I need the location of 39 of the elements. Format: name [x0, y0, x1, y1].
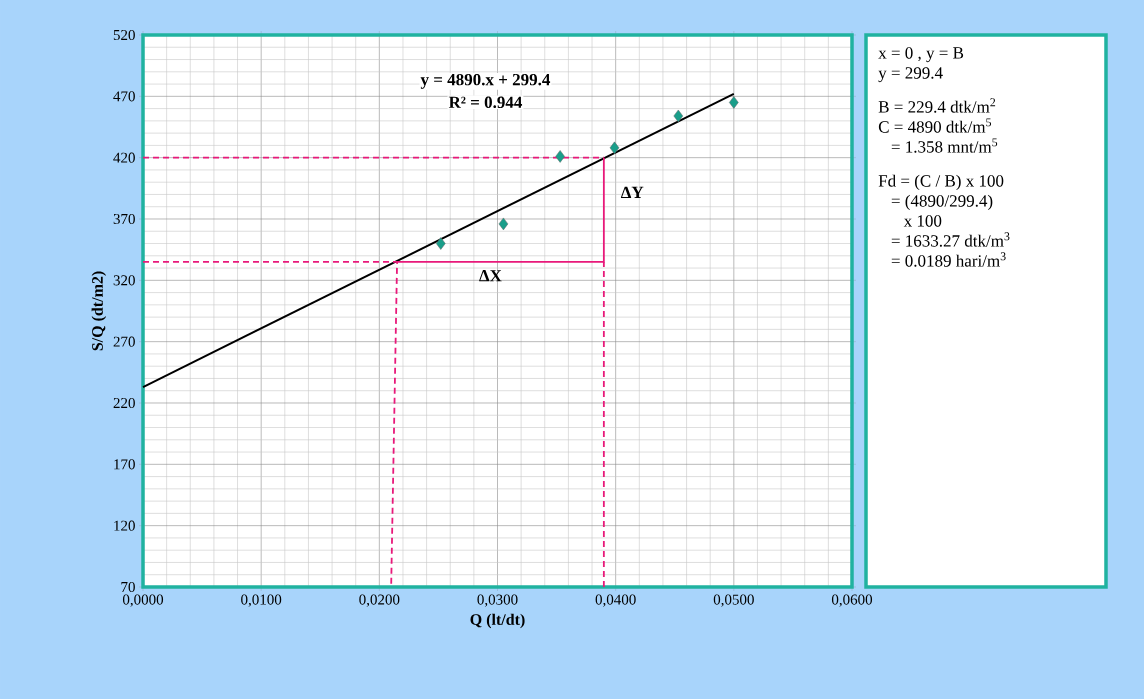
y-tick-label: 470: [113, 91, 135, 102]
point: [436, 237, 446, 250]
text: B = 229.4 dtk/m$^{2}$: [878, 98, 996, 113]
x-axis-title: Q (lt/dt): [470, 613, 525, 629]
y-tick-label: 220: [113, 397, 135, 409]
x-tick-label: 0,0100: [241, 594, 282, 607]
y-tick-label: 270: [113, 336, 135, 347]
y-tick-label: 120: [114, 520, 135, 531]
point: [555, 150, 565, 163]
point: [609, 141, 620, 155]
x-tick-label: 0,0500: [713, 594, 754, 607]
text: x 100: [903, 215, 942, 227]
x-tick-label: 0,0000: [122, 594, 164, 607]
y-axis-title: S/Q (dt/m2): [91, 271, 107, 351]
x-tick-label: 0,0400: [595, 594, 636, 607]
y-tick-label: 370: [113, 213, 135, 225]
text: C = 4890 dtk/m$^{5}$: [878, 118, 992, 133]
x-tick-label: 0,0200: [359, 594, 400, 607]
annotation: ΔY: [620, 186, 644, 198]
point: [729, 96, 739, 109]
annotation: R² = 0.944: [448, 96, 523, 109]
y-tick-label: 320: [113, 275, 135, 286]
text: x = 0 , y = B: [878, 47, 964, 63]
point: [673, 109, 684, 123]
y-tick-label: 520: [113, 29, 135, 41]
text: Fd = (C / B) x 100: [878, 174, 1004, 191]
text: y = 299.4: [878, 67, 943, 83]
y-tick-label: 70: [121, 581, 135, 593]
annotation: ΔX: [479, 270, 502, 282]
x-tick-label: 0,0300: [477, 594, 518, 607]
y-tick-label: 170: [114, 459, 135, 470]
text: = 1.358 mnt/m$^{5}$: [891, 138, 998, 153]
text: = (4890/299.4): [891, 194, 993, 211]
annotation: y = 4890.x + 299.4: [420, 73, 551, 89]
x-tick-label: 0,0600: [831, 594, 873, 607]
text: = 1633.27 dtk/m$^{3}$: [891, 232, 1010, 247]
text: = 0.0189 hari/m$^{3}$: [891, 252, 1006, 267]
point: [498, 217, 509, 231]
y-tick-label: 420: [113, 152, 135, 163]
